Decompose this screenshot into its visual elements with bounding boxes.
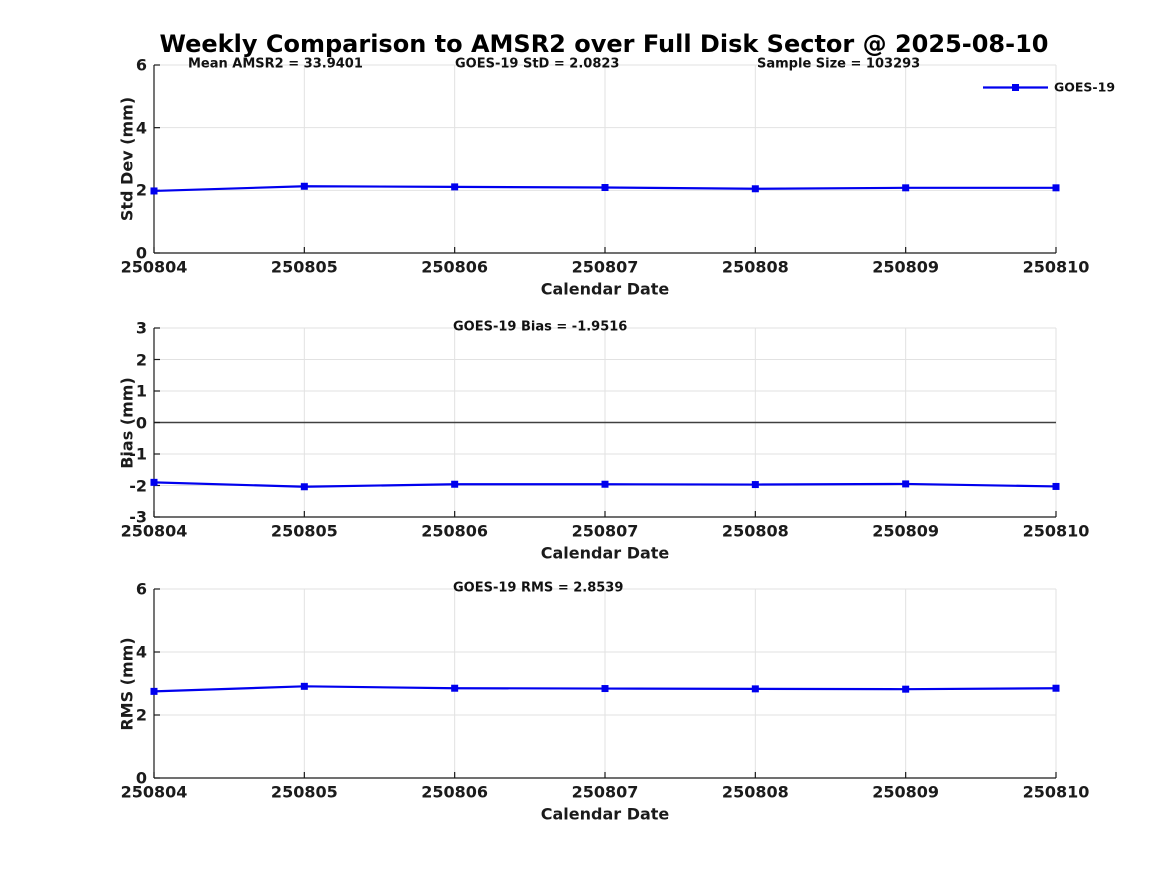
x-tick-label: 250805 [270, 257, 338, 277]
x-tick-label: 250807 [571, 782, 639, 802]
y-tick-label: 2 [135, 705, 147, 725]
y-tick-label: 4 [135, 642, 147, 662]
x-axis-title: Calendar Date [540, 543, 670, 563]
legend-marker-sample [1012, 84, 1019, 91]
x-tick-label: 250804 [120, 782, 188, 802]
x-tick-label: 250806 [421, 521, 489, 541]
y-tick-label: 2 [135, 180, 147, 200]
series-marker-goes-19 [1052, 684, 1060, 692]
series-marker-goes-19 [300, 182, 308, 190]
x-tick-label: 250804 [120, 257, 188, 277]
series-marker-goes-19 [150, 187, 158, 195]
x-tick-label: 250806 [421, 782, 489, 802]
y-tick-label: 4 [135, 118, 147, 138]
x-tick-label: 250805 [270, 782, 338, 802]
x-tick-label: 250808 [721, 521, 789, 541]
x-tick-label: 250807 [571, 521, 639, 541]
series-marker-goes-19 [150, 478, 158, 486]
x-tick-label: 250808 [721, 782, 789, 802]
x-axis-title: Calendar Date [540, 279, 670, 299]
y-tick-label: 6 [135, 55, 147, 75]
series-marker-goes-19 [751, 481, 759, 489]
y-tick-label: 1 [135, 381, 147, 401]
x-tick-label: 250810 [1022, 257, 1090, 277]
x-tick-label: 250809 [872, 257, 940, 277]
series-marker-goes-19 [300, 682, 308, 690]
y-tick-label: 0 [135, 768, 147, 788]
y-tick-label: 0 [135, 413, 147, 432]
y-tick-label: -2 [129, 476, 147, 495]
series-marker-goes-19 [601, 184, 609, 192]
x-tick-label: 250808 [721, 257, 789, 277]
chart-annotation: GOES-19 StD = 2.0823 [455, 56, 620, 72]
series-marker-goes-19 [451, 183, 459, 191]
chart-annotation: GOES-19 RMS = 2.8539 [453, 580, 624, 596]
chart-annotation: Mean AMSR2 = 33.9401 [188, 56, 363, 72]
x-tick-label: 250809 [872, 521, 940, 541]
y-axis-title: Bias (mm) [117, 376, 137, 469]
series-marker-goes-19 [902, 184, 910, 192]
series-marker-goes-19 [150, 687, 158, 695]
y-tick-label: -1 [129, 444, 147, 464]
series-marker-goes-19 [601, 685, 609, 693]
y-tick-label: 2 [135, 350, 147, 369]
y-axis-title: RMS (mm) [117, 636, 137, 731]
y-tick-label: 0 [135, 243, 147, 263]
series-marker-goes-19 [451, 684, 459, 692]
series-marker-goes-19 [451, 480, 459, 488]
chart-annotation: Sample Size = 103293 [757, 56, 921, 72]
series-marker-goes-19 [902, 480, 910, 488]
series-marker-goes-19 [1052, 184, 1060, 192]
x-tick-label: 250804 [120, 521, 188, 541]
legend-label: GOES-19 [1054, 79, 1116, 95]
y-axis-title: Std Dev (mm) [117, 96, 137, 222]
x-tick-label: 250807 [571, 257, 639, 277]
y-tick-label: 6 [135, 579, 147, 599]
series-marker-goes-19 [751, 685, 759, 693]
series-marker-goes-19 [300, 483, 308, 491]
series-marker-goes-19 [902, 685, 910, 693]
x-tick-label: 250806 [421, 257, 489, 277]
series-marker-goes-19 [751, 185, 759, 193]
figure-title: Weekly Comparison to AMSR2 over Full Dis… [159, 30, 1049, 58]
series-marker-goes-19 [601, 480, 609, 488]
x-tick-label: 250805 [270, 521, 338, 541]
series-marker-goes-19 [1052, 482, 1060, 490]
x-tick-label: 250810 [1022, 782, 1090, 802]
y-tick-label: -3 [129, 507, 147, 527]
x-tick-label: 250809 [872, 782, 940, 802]
x-tick-label: 250810 [1022, 521, 1090, 541]
y-tick-label: 3 [135, 318, 147, 338]
chart-annotation: GOES-19 Bias = -1.9516 [453, 319, 628, 335]
x-axis-title: Calendar Date [540, 804, 670, 824]
